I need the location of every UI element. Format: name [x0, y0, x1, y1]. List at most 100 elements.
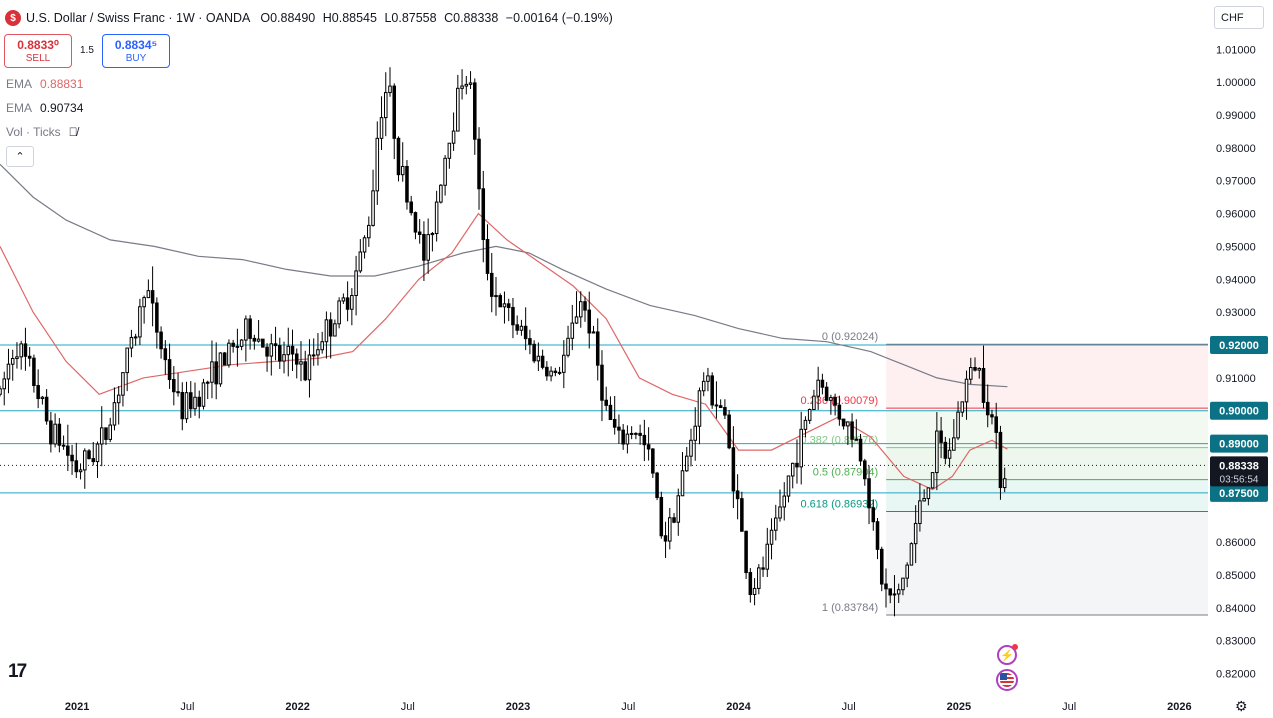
time-tick-label: 2025 [947, 701, 971, 713]
candle-body [91, 458, 96, 463]
price-tick-label: 0.94000 [1216, 274, 1256, 286]
candle-body [952, 437, 956, 451]
close-value: 0.88338 [453, 11, 499, 25]
candle-body [417, 231, 422, 235]
candle-body [138, 306, 142, 338]
candle-body [714, 404, 719, 407]
candle-body [409, 201, 413, 214]
indicator-ema-fast[interactable]: EMA 0.88831 [6, 77, 83, 91]
candle-body [430, 233, 435, 236]
candle-body [193, 396, 197, 410]
sell-price: 0.8833⁰ [17, 38, 59, 52]
price-tag-label: 0.92000 [1219, 340, 1259, 352]
candle-body [752, 587, 757, 595]
candle-body [498, 295, 502, 308]
candle-body [210, 361, 214, 383]
candle-body [723, 407, 727, 416]
us-flag-event-icon[interactable] [996, 669, 1018, 691]
candle-body [388, 85, 392, 94]
currency-flag-icon[interactable]: $ [5, 10, 21, 26]
price-tag-box [1210, 401, 1268, 420]
candle-body [600, 364, 604, 401]
candle-body [422, 233, 426, 261]
candle-body [405, 165, 409, 203]
candle-body [769, 529, 774, 545]
candle-body [557, 371, 562, 374]
change-value: −0.00164 (−0.19%) [505, 11, 613, 25]
candle-body [23, 343, 28, 357]
indicator-ema-slow[interactable]: EMA 0.90734 [6, 101, 83, 115]
candle-body [371, 190, 375, 226]
candle-body [998, 431, 1003, 489]
currency-button[interactable]: CHF [1214, 6, 1264, 29]
buy-button[interactable]: 0.8834⁵ BUY [102, 34, 170, 68]
candle-body [53, 423, 57, 445]
indicator-name: Vol · Ticks [6, 125, 61, 139]
candle-body [222, 352, 227, 366]
candle-body [528, 338, 532, 345]
candle-body [629, 432, 634, 435]
candle-body [710, 375, 714, 406]
price-tick-label: 0.98000 [1216, 143, 1256, 155]
candle-body [981, 367, 986, 403]
time-tick-label: Jul [401, 701, 415, 713]
sell-button[interactable]: 0.8833⁰ SELL [4, 34, 72, 68]
candle-body [303, 361, 307, 381]
candle-body [473, 82, 477, 140]
candle-body [689, 439, 693, 457]
candle-body [6, 363, 11, 380]
price-tick-label: 1.01000 [1216, 44, 1256, 56]
price-tick-label: 0.93000 [1216, 307, 1256, 319]
candle-body [502, 303, 507, 308]
price-axis: 1.020001.010001.000000.990000.980000.970… [1216, 11, 1256, 680]
tradingview-logo[interactable]: 17 [8, 661, 27, 682]
candle-body [426, 234, 430, 261]
candle-body [290, 345, 295, 355]
candle-body [341, 297, 346, 302]
event-flash-icon[interactable]: ⚡ [997, 644, 1018, 665]
candle-body [252, 337, 257, 342]
candle-body [146, 290, 151, 299]
candle-body [2, 378, 7, 390]
candle-body [812, 395, 816, 410]
candle-body [676, 495, 681, 523]
symbol-title[interactable]: U.S. Dollar / Swiss Franc · 1W · OANDA [26, 11, 251, 25]
candle-body [693, 425, 697, 441]
candle-body [863, 460, 867, 480]
candle-body [578, 301, 583, 318]
candle-body [871, 507, 876, 523]
time-tick-label: Jul [842, 701, 856, 713]
candlestick-series [0, 67, 1007, 617]
price-tags: 0.92000 0.90000 0.89000 0.87500 0.88338 03:56… [1210, 336, 1268, 502]
candle-body [646, 444, 651, 450]
time-tick-label: Jul [180, 701, 194, 713]
candle-body [333, 323, 337, 337]
candle-body [913, 522, 918, 545]
collapse-legend-button[interactable]: ⌃ [6, 146, 34, 167]
candle-body [129, 336, 134, 349]
candle-body [583, 301, 587, 311]
candle-body [447, 142, 452, 159]
time-tick-label: Jul [1062, 701, 1076, 713]
candle-body [464, 83, 469, 87]
candle-body [133, 336, 138, 339]
candle-body [930, 472, 935, 489]
candle-body [735, 490, 740, 500]
candle-body [468, 82, 473, 85]
candle-body [443, 157, 447, 186]
candle-body [621, 429, 625, 445]
price-tick-label: 0.95000 [1216, 241, 1256, 253]
candle-body [731, 447, 736, 492]
settings-gear-icon[interactable]: ⚙ [1235, 698, 1248, 714]
candle-body [273, 343, 278, 347]
indicator-volume[interactable]: Vol · Ticks 👁̸ [6, 125, 78, 139]
candle-body [350, 294, 354, 310]
candle-body [642, 434, 647, 446]
candle-body [337, 300, 341, 325]
candle-body [184, 392, 189, 420]
price-tag-label: 0.87500 [1219, 488, 1259, 500]
eye-off-icon[interactable]: 👁̸ [68, 125, 78, 139]
candle-body [362, 237, 367, 253]
time-tick-label: 2021 [65, 701, 89, 713]
